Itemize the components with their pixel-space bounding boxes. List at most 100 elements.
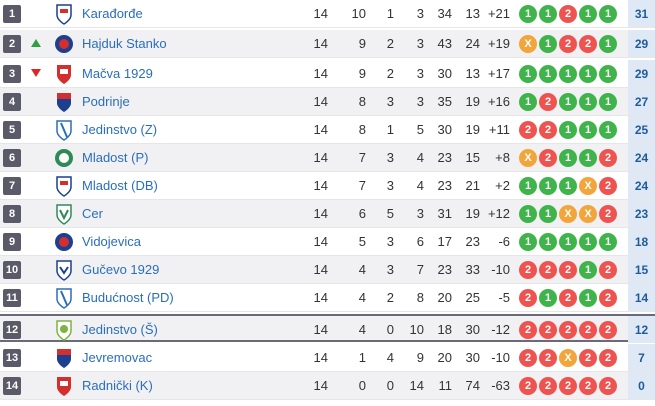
team-name-link[interactable]: Karađorđe (82, 6, 143, 21)
team-name-link[interactable]: Mačva 1929 (82, 66, 153, 81)
form-result[interactable]: 2 (519, 321, 537, 339)
team-name-link[interactable]: Radnički (K) (82, 378, 153, 393)
form-result[interactable]: 2 (519, 289, 537, 307)
table-row: 12 Jedinstvo (Š) 14 4 0 10 18 30 -12 2 2 2 2 2 12 (0, 314, 655, 343)
form-result[interactable]: 1 (519, 65, 537, 83)
form-result[interactable]: 2 (539, 261, 557, 279)
form-result[interactable]: 1 (559, 93, 577, 111)
form-result[interactable]: 2 (539, 321, 557, 339)
form-result[interactable]: 2 (579, 321, 597, 339)
form-result[interactable]: 1 (519, 233, 537, 251)
form-result[interactable]: 1 (539, 289, 557, 307)
team-name-link[interactable]: Podrinje (82, 94, 130, 109)
form-result[interactable]: 2 (579, 377, 597, 395)
draws-value: 3 (386, 234, 394, 249)
team-name-link[interactable]: Mladost (P) (82, 150, 149, 165)
form-result[interactable]: 1 (579, 261, 597, 279)
form-result[interactable]: 2 (599, 261, 617, 279)
team-name-link[interactable]: Gučevo 1929 (82, 262, 160, 277)
form-result[interactable]: 1 (539, 5, 557, 23)
form-result[interactable]: 2 (519, 121, 537, 139)
form-result[interactable]: 1 (599, 93, 617, 111)
form-result[interactable]: 1 (539, 205, 557, 223)
form-result[interactable]: 2 (599, 205, 617, 223)
form-result[interactable]: 2 (519, 377, 537, 395)
form-result[interactable]: 2 (579, 349, 597, 367)
form-result[interactable]: X (519, 149, 537, 167)
form-result[interactable]: 2 (559, 5, 577, 23)
form-result[interactable]: 2 (559, 35, 577, 53)
form-result[interactable]: 2 (599, 349, 617, 367)
draws-value: 2 (386, 290, 394, 305)
form-result[interactable]: 1 (559, 149, 577, 167)
form-result[interactable]: 1 (559, 65, 577, 83)
form-result[interactable]: 2 (599, 149, 617, 167)
form-result[interactable]: 2 (559, 321, 577, 339)
team-name-link[interactable]: Budućnost (PD) (82, 290, 174, 305)
team-name-link[interactable]: Jevremovac (82, 350, 153, 365)
form-result[interactable]: 1 (559, 177, 577, 195)
form-result[interactable]: X (579, 205, 597, 223)
form-result[interactable]: 1 (519, 5, 537, 23)
form-result[interactable]: 2 (599, 377, 617, 395)
form-result[interactable]: 1 (539, 233, 557, 251)
form-result[interactable]: 2 (599, 321, 617, 339)
form-result[interactable]: 2 (599, 177, 617, 195)
form-result[interactable]: 1 (519, 205, 537, 223)
form-result[interactable]: 1 (599, 121, 617, 139)
form-result[interactable]: 1 (579, 149, 597, 167)
position-badge: 10 (3, 261, 21, 279)
trend-up-icon (31, 38, 41, 48)
form-result[interactable]: 2 (579, 35, 597, 53)
form-result[interactable]: 1 (579, 289, 597, 307)
form-result[interactable]: 1 (599, 35, 617, 53)
form-result[interactable]: 2 (599, 289, 617, 307)
form-result[interactable]: 1 (579, 93, 597, 111)
form-result[interactable]: 1 (599, 65, 617, 83)
losses-value: 3 (416, 6, 424, 21)
form-result[interactable]: 1 (579, 233, 597, 251)
form-result[interactable]: X (559, 205, 577, 223)
table-row: 10 Gučevo 1929 14 4 3 7 23 33 -10 2 2 2 1 2 15 (0, 256, 655, 284)
table-row: 13 Jevremovac 14 1 4 9 20 30 -10 2 2 X 2 2 7 (0, 344, 655, 372)
position-badge: 14 (3, 377, 21, 395)
team-name-link[interactable]: Jedinstvo (Š) (82, 322, 158, 337)
form-result[interactable]: X (579, 177, 597, 195)
form-result[interactable]: 2 (539, 93, 557, 111)
goals-for-value: 31 (437, 206, 452, 221)
form-result[interactable]: 1 (519, 93, 537, 111)
form-result[interactable]: 2 (539, 349, 557, 367)
form-result[interactable]: 1 (579, 121, 597, 139)
form-result[interactable]: 2 (519, 261, 537, 279)
form-result[interactable]: 1 (539, 177, 557, 195)
form-result[interactable]: 2 (559, 289, 577, 307)
form-result[interactable]: 1 (559, 233, 577, 251)
played-value: 14 (313, 206, 328, 221)
form-result[interactable]: 1 (539, 35, 557, 53)
wins-value: 9 (358, 66, 366, 81)
form-result[interactable]: X (519, 35, 537, 53)
form-result[interactable]: 1 (539, 65, 557, 83)
form-result[interactable]: 1 (519, 177, 537, 195)
form-result[interactable]: 2 (539, 149, 557, 167)
team-name-link[interactable]: Hajduk Stanko (82, 36, 167, 51)
form-result[interactable]: 1 (599, 5, 617, 23)
form-result[interactable]: 1 (559, 121, 577, 139)
goals-against-value: 13 (465, 66, 480, 81)
form-result[interactable]: 2 (559, 377, 577, 395)
form-result[interactable]: 2 (559, 261, 577, 279)
goal-difference-value: +16 (487, 94, 510, 109)
form-result[interactable]: 2 (539, 121, 557, 139)
form-result[interactable]: 1 (599, 233, 617, 251)
form-result[interactable]: X (559, 349, 577, 367)
form-result[interactable]: 2 (519, 349, 537, 367)
team-name-link[interactable]: Mladost (DB) (82, 178, 158, 193)
team-name-link[interactable]: Vidojevica (82, 234, 142, 249)
form-result[interactable]: 1 (579, 5, 597, 23)
form-result[interactable]: 2 (539, 377, 557, 395)
team-name-link[interactable]: Jedinstvo (Z) (82, 122, 158, 137)
form-result[interactable]: 1 (579, 65, 597, 83)
position-badge: 4 (3, 93, 21, 111)
team-name-link[interactable]: Cer (82, 206, 103, 221)
